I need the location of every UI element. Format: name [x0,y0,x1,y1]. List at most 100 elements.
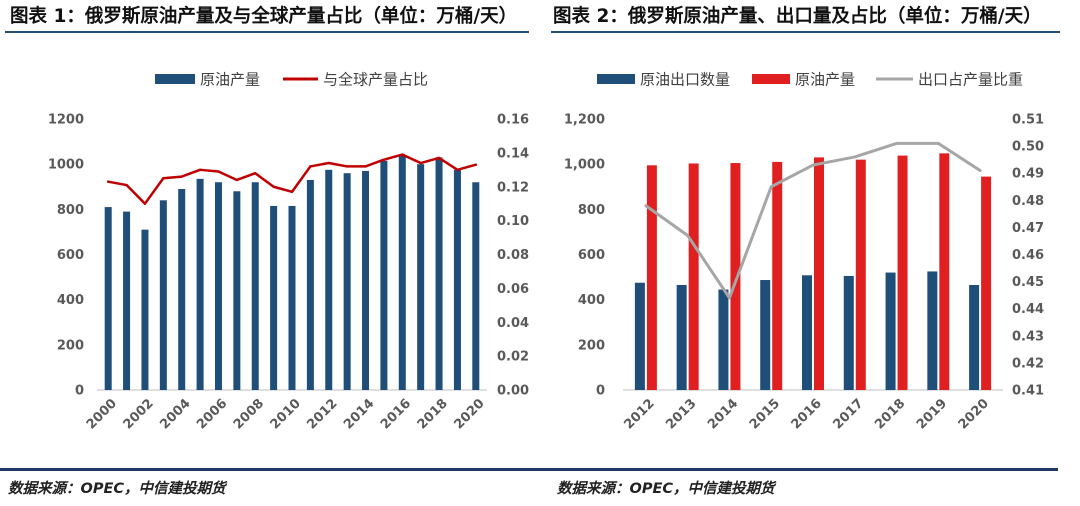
chart-1-series-1-bar-2005 [196,178,204,390]
chart-1-x-axis-tick-label-2004: 2004 [157,396,193,432]
chart-1-series-2-point-2019 [456,168,459,172]
chart-2-x-axis-tick-label-2014: 2014 [705,396,741,432]
chart-1-series-2-point-2002 [143,202,147,205]
chart-2-series-3-point-2013 [686,234,689,237]
chart-2-series-1-bar-2018 [885,272,896,390]
chart-2-series-3-point-2017 [853,155,856,159]
chart-2-series-2-bar-2020 [981,176,992,390]
chart-1-series-2-point-2016 [401,153,404,156]
chart-2-series-3-point-2015 [770,185,773,188]
chart-1-x-axis-tick-label-2000: 2000 [84,396,120,432]
chart-2-x-axis-tick-label-2016: 2016 [789,396,825,432]
chart-2-right-axis-tick-label-0.45: 0.45 [1012,275,1044,290]
chart-2-left-axis-tick-label-200: 200 [578,338,605,353]
chart-1-left-axis-tick-label-600: 600 [57,248,84,263]
chart-2-left-axis-tick-label-800: 800 [578,203,605,218]
chart-1-legend-label-1: 原油产量 [200,71,260,89]
chart-1-series-2-point-2018 [437,156,441,160]
chart-2-title-rule [551,31,1060,33]
chart-2-legend-label-1: 原油出口数量 [640,71,730,89]
chart-1-left-axis-tick-label-800: 800 [57,203,84,218]
chart-1-series-2-point-2005 [198,168,202,172]
chart-1-series-1-bar-2011 [306,179,314,390]
chart-1-series-2-point-2001 [125,183,128,187]
footer-rule [0,468,1058,471]
chart-1-series-2-point-2003 [162,177,165,180]
chart-1-series-1-bar-2006 [214,182,222,390]
chart-1-left-axis-tick-label-1000: 1000 [48,158,84,173]
chart-1-series-1-bar-2002 [141,229,149,390]
chart-2-series-3-point-2014 [728,296,731,300]
chart-1-x-axis-tick-label-2012: 2012 [304,396,340,432]
chart-2-right-axis-tick-label-0.50: 0.50 [1012,140,1044,155]
chart-1-legend-label-2: 与全球产量占比 [323,71,428,89]
chart-1-right-axis-tick-label-0.14: 0.14 [497,146,529,161]
chart-1-series-2-point-2011 [309,165,312,168]
chart-1-left-axis-tick-label-0: 0 [75,384,84,399]
chart-2-series-2-bar-2014 [730,163,741,390]
chart-2-right-axis-tick-label-0.49: 0.49 [1012,167,1044,182]
chart-1-series-2-point-2020 [474,163,478,166]
chart-1-series-1-bar-2004 [178,189,186,390]
chart-2-series-3-point-2018 [895,142,898,145]
chart-2-series-1-bar-2012 [634,282,645,390]
chart-2-series-3-point-2020 [978,169,982,172]
chart-2-left-axis-tick-label-1200: 1,200 [564,113,605,128]
chart-1-series-2-point-2013 [345,165,349,168]
chart-1-series-1-bar-2009 [270,205,278,390]
chart-2-legend-label-3: 出口占产量比重 [918,71,1023,89]
chart-1-series-2-point-2000 [106,180,110,183]
chart-2-left-axis-tick-label-600: 600 [578,248,605,263]
chart-2-series-1-bar-2019 [927,271,938,390]
chart-1-series-2-point-2004 [180,175,183,178]
chart-1-x-axis-tick-label-2016: 2016 [378,396,414,432]
chart-2-series-3-point-2016 [811,163,815,167]
chart-2-series-2-bar-2017 [855,159,866,390]
chart-1-series-2-point-2009 [272,185,275,188]
chart-1-series-1-bar-2001 [123,211,131,390]
chart-2-x-axis-tick-label-2013: 2013 [663,396,699,432]
chart-1-series-1-bar-2020 [472,182,480,390]
chart-1-title-rule [5,31,529,33]
chart-1-series-1-bar-2015 [380,160,388,390]
chart-1-right-axis-tick-label-0.02: 0.02 [497,350,529,365]
chart-2-x-axis-tick-label-2018: 2018 [872,396,908,432]
chart-2-right-axis-tick-label-0.51: 0.51 [1012,113,1044,128]
chart-2-x-axis-tick-label-2020: 2020 [956,396,992,432]
chart-1-left-axis-tick-label-400: 400 [57,293,84,308]
chart-2-right-axis-tick-label-0.47: 0.47 [1012,221,1044,236]
chart-2-legend-label-2: 原油产量 [795,71,855,89]
chart-1-x-axis-tick-label-2002: 2002 [121,396,157,432]
chart-2-series-1-bar-2014 [718,289,729,390]
chart-1-series-1-bar-2016 [398,155,406,390]
chart-1-series-1-bar-2017 [417,164,425,390]
chart-1-series-1-bar-2013 [343,173,351,390]
chart-1-series-2-point-2017 [419,161,422,165]
chart-2-left-axis-tick-label-0: 0 [596,384,605,399]
chart-1-x-axis-tick-label-2008: 2008 [231,396,267,432]
chart-2-series-1-bar-2017 [843,275,854,390]
chart-1-right-axis-tick-label-0.10: 0.10 [497,214,529,229]
chart-1-series-1-bar-2003 [159,200,167,390]
chart-2-series-1-bar-2016 [802,275,812,390]
chart-2-series-2-bar-2016 [814,157,824,390]
chart-2-series-2-bar-2018 [897,155,908,390]
chart-1-series-1-bar-2010 [288,205,296,390]
chart-1-right-axis-tick-label-0.00: 0.00 [497,384,529,399]
chart-1-x-axis-tick-label-2020: 2020 [451,396,487,432]
chart-2-x-axis-tick-label-2012: 2012 [622,396,658,432]
chart-1-left-axis-tick-label-1200: 1200 [48,113,84,128]
chart-2-right-axis-tick-label-0.41: 0.41 [1012,384,1044,399]
chart-1-right-axis-tick-label-0.16: 0.16 [497,113,529,128]
chart-2-right-axis-tick-label-0.44: 0.44 [1012,302,1044,317]
chart-1-series-1-bar-2008 [251,182,259,390]
chart-1-legend-swatch-1 [155,74,195,84]
chart-1-x-axis-tick-label-2010: 2010 [268,396,304,432]
chart-1-series-2-point-2012 [327,161,330,165]
chart-1: 0 200 400 600 800 1000 1200 0.00 0.02 0.04 0.06 0.0… [48,71,529,433]
chart-1-x-axis-tick-label-2014: 2014 [341,396,377,432]
chart-1-series-2-point-2014 [364,165,367,168]
chart-2-x-axis-tick-label-2015: 2015 [747,396,783,432]
chart-2-source-note: 数据来源：OPEC，中信建投期货 [557,481,775,497]
